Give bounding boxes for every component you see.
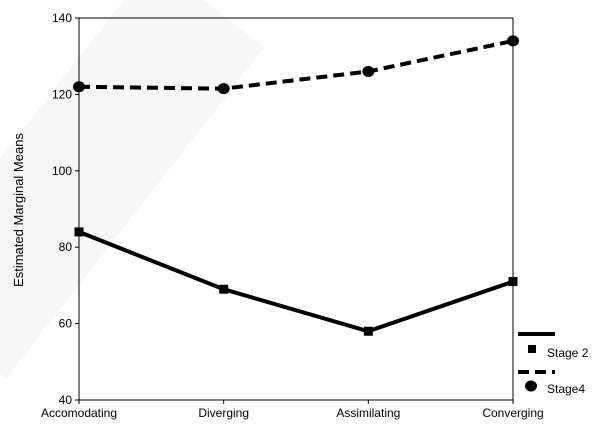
series-1 xyxy=(74,227,518,336)
series-line xyxy=(78,38,514,91)
x-tick-label: Converging xyxy=(482,406,543,420)
x-tick-label: Accomodating xyxy=(41,406,117,420)
y-axis-ticks: 40 60 80 100 120 140 xyxy=(52,11,79,407)
x-axis-ticks: Accomodating Diverging Assimilating Converg… xyxy=(41,400,544,420)
legend-label: Stage 2 xyxy=(547,346,589,360)
y-tick-label: 60 xyxy=(59,317,73,331)
legend: Stage 2 Stage4 xyxy=(518,332,589,396)
legend-marker-circle xyxy=(525,380,537,392)
y-tick-label: 140 xyxy=(52,11,72,25)
series-2 xyxy=(73,35,519,95)
data-point-square xyxy=(219,284,229,294)
data-point-square xyxy=(363,326,373,336)
plot-frame xyxy=(78,17,514,401)
y-tick-label: 100 xyxy=(52,164,72,178)
data-point-circle xyxy=(507,35,519,47)
legend-label: Stage4 xyxy=(547,382,585,396)
plot-border xyxy=(78,17,514,401)
y-tick-label: 40 xyxy=(59,393,73,407)
data-point-circle xyxy=(362,65,375,77)
data-point-square xyxy=(74,227,84,237)
series-layer xyxy=(73,35,519,336)
y-tick-label: 120 xyxy=(52,87,72,101)
x-tick-label: Assimilating xyxy=(336,406,400,420)
legend-marker-square xyxy=(528,345,536,353)
data-point-square xyxy=(508,277,518,287)
data-point-circle xyxy=(217,83,230,95)
y-tick-label: 80 xyxy=(59,240,73,254)
y-axis-title: Estimated Marginal Means xyxy=(11,133,26,287)
data-point-circle xyxy=(73,81,85,93)
x-tick-label: Diverging xyxy=(198,406,249,420)
series-line xyxy=(78,230,514,334)
